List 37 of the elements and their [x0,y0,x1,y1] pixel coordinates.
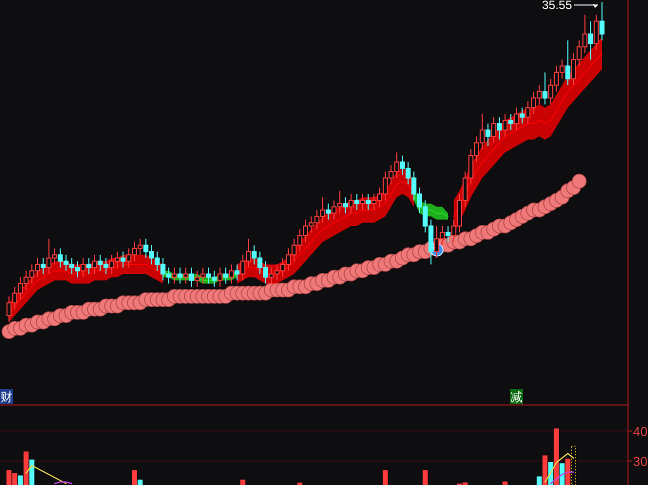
candlestick [600,2,604,41]
candlestick [594,14,599,50]
candlestick [223,267,228,284]
candlestick [217,267,222,288]
candlestick [565,40,570,86]
candlestick [366,194,371,210]
y-tick-label: 40 [633,424,648,439]
annotation: 35.55 [542,0,572,12]
candlestick [228,264,234,284]
candlestick [188,267,194,288]
candlestick [496,116,502,140]
candlestick [120,251,126,268]
candlestick [342,196,348,214]
candlestick [485,123,490,146]
candlestick [326,203,331,220]
candlestick [86,258,92,274]
candlestick [508,114,514,130]
candlestick [183,267,188,284]
candlestick [514,107,519,130]
candlestick [502,114,508,137]
candlestick [360,194,366,210]
candlestick [446,226,451,242]
candlestick [92,254,98,274]
candlestick [348,194,354,214]
candlestick [354,194,360,210]
candlestick [178,267,183,284]
candlestick [542,72,548,105]
candlestick [588,20,594,60]
text: 财 [0,390,12,404]
candlestick [80,258,86,278]
text: 减 [510,390,522,404]
candlestick [40,258,46,274]
candlestick [520,107,525,124]
candlestick [491,116,496,144]
candlestick [234,264,240,281]
y-tick-label: 30 [633,454,648,469]
candlestick [172,267,177,284]
